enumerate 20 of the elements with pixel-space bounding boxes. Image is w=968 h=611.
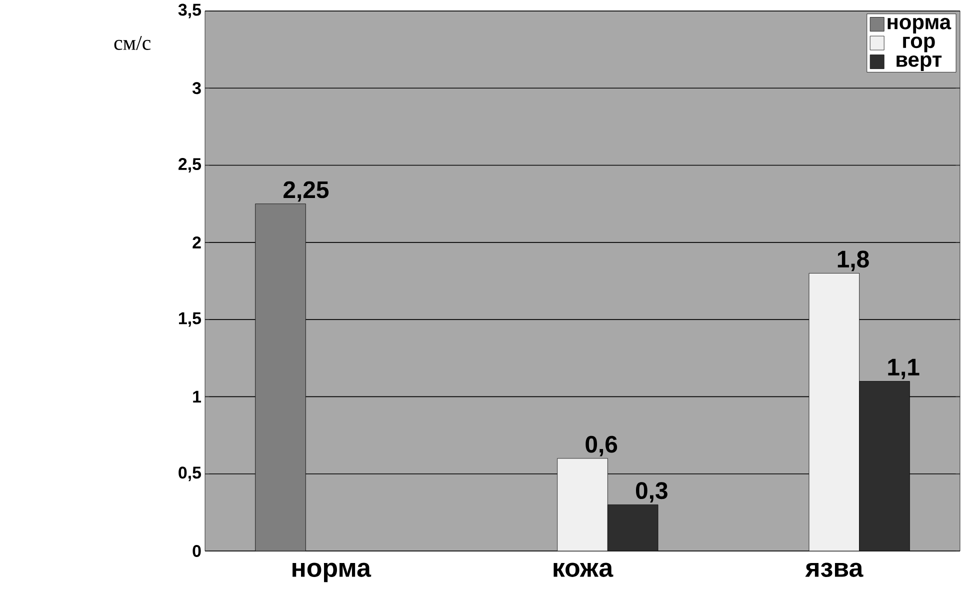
legend-label: гор — [903, 36, 935, 52]
y-axis-title: см/с — [114, 36, 151, 50]
y-tick-label: 1,5 — [179, 312, 202, 327]
y-tick-label: 3 — [192, 82, 201, 94]
data-label: 0,6 — [586, 436, 618, 456]
legend-label: верт — [896, 55, 942, 72]
x-tick-label: кожа — [554, 562, 614, 577]
legend-label: норма — [888, 18, 952, 34]
y-tick-label: 1 — [193, 390, 202, 403]
x-tick-label: норма — [292, 562, 372, 582]
y-tick-label: 2 — [192, 236, 201, 248]
x-tick-label: язва — [805, 562, 864, 577]
data-label: 0,3 — [636, 482, 668, 503]
data-label: 1,8 — [838, 250, 869, 272]
y-tick-label: 0 — [192, 544, 201, 557]
y-tick-label: 2,5 — [178, 158, 202, 172]
y-tick-label: 3,5 — [178, 4, 202, 18]
data-label: 2,25 — [284, 181, 329, 202]
data-label: 1,1 — [888, 358, 920, 380]
y-tick-label: 0,5 — [178, 466, 202, 482]
